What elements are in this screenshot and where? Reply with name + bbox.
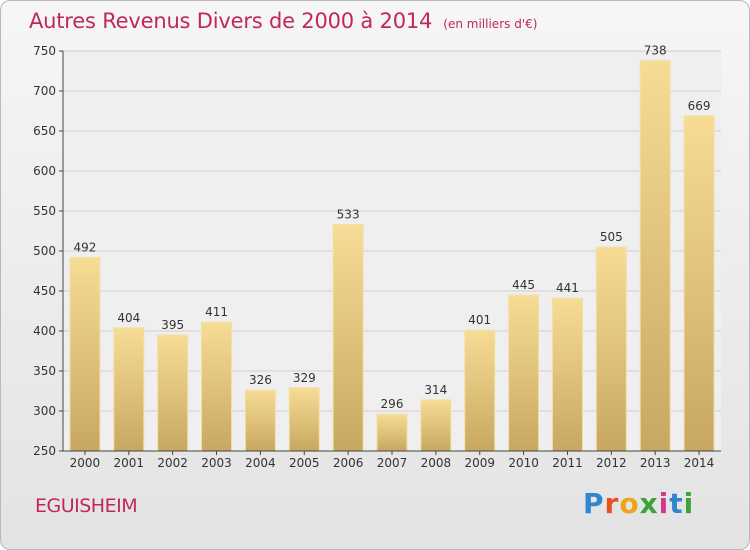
- value-label-2013: 738: [644, 44, 667, 58]
- value-label-2001: 404: [117, 311, 140, 325]
- value-label-2012: 505: [600, 230, 623, 244]
- bar-2004: [244, 389, 276, 452]
- value-label-2003: 411: [205, 305, 228, 319]
- value-label-2000: 492: [73, 240, 96, 254]
- value-label-2002: 395: [161, 318, 184, 332]
- y-tick-label: 500: [33, 244, 56, 258]
- x-tick-label-2007: 2007: [377, 456, 408, 470]
- value-label-2010: 445: [512, 278, 535, 292]
- x-tick-label-2003: 2003: [201, 456, 232, 470]
- bar-2002: [157, 334, 189, 452]
- y-tick-label: 750: [33, 44, 56, 58]
- y-tick-label: 350: [33, 364, 56, 378]
- y-tick-label: 450: [33, 284, 56, 298]
- x-tick-label-2002: 2002: [157, 456, 188, 470]
- x-tick-label-2014: 2014: [684, 456, 715, 470]
- value-label-2011: 441: [556, 281, 579, 295]
- value-label-2004: 326: [249, 373, 272, 387]
- x-tick-label-2004: 2004: [245, 456, 276, 470]
- x-tick-label-2001: 2001: [114, 456, 145, 470]
- title-row: Autres Revenus Divers de 2000 à 2014 (en…: [29, 9, 537, 33]
- bar-2006: [332, 224, 364, 452]
- x-tick-label-2000: 2000: [70, 456, 101, 470]
- x-tick-label-2008: 2008: [421, 456, 452, 470]
- commune-name: EGUISHEIM: [35, 495, 138, 517]
- bar-2007: [376, 413, 408, 452]
- proxiti-logo: Proxiti: [583, 487, 695, 520]
- y-tick-label: 650: [33, 124, 56, 138]
- value-label-2009: 401: [468, 313, 491, 327]
- bar-2005: [288, 387, 320, 452]
- x-tick-label-2009: 2009: [464, 456, 495, 470]
- y-tick-label: 550: [33, 204, 56, 218]
- chart-title: Autres Revenus Divers de 2000 à 2014: [29, 9, 433, 33]
- value-label-2005: 329: [293, 371, 316, 385]
- y-tick-label: 600: [33, 164, 56, 178]
- x-tick-label-2011: 2011: [552, 456, 583, 470]
- bar-2001: [113, 327, 145, 452]
- bar-2008: [420, 399, 452, 452]
- bar-2011: [551, 297, 583, 452]
- axes: [62, 51, 721, 452]
- value-label-2008: 314: [424, 383, 447, 397]
- y-tick-label: 400: [33, 324, 56, 338]
- y-tick-label: 250: [33, 444, 56, 458]
- x-axis-ticks: 2000 2001 2002 2003 2004 2005 2006 2007 2008 2009…: [70, 451, 715, 470]
- x-tick-label-2010: 2010: [508, 456, 539, 470]
- bar-2013: [639, 60, 671, 452]
- x-tick-label-2013: 2013: [640, 456, 671, 470]
- bar-2014: [683, 115, 715, 452]
- value-labels: 492 404 395 411 326 329 533 296 314 401 445 441 505 7…: [73, 44, 710, 412]
- y-axis-ticks: 250 300 350 400 450 500 550 600 650 700 750: [33, 44, 63, 458]
- bar-2000: [69, 256, 101, 452]
- bar-2010: [508, 294, 540, 452]
- value-label-2006: 533: [337, 208, 360, 222]
- chart-subtitle: (en milliers d'€): [443, 17, 538, 31]
- value-label-2014: 669: [688, 99, 711, 113]
- value-label-2007: 296: [381, 397, 404, 411]
- bar-2003: [201, 321, 233, 452]
- y-tick-label: 700: [33, 84, 56, 98]
- bar-2009: [464, 329, 496, 452]
- x-tick-label-2005: 2005: [289, 456, 320, 470]
- y-tick-label: 300: [33, 404, 56, 418]
- x-tick-label-2006: 2006: [333, 456, 364, 470]
- bar-2012: [595, 246, 627, 452]
- x-tick-label-2012: 2012: [596, 456, 627, 470]
